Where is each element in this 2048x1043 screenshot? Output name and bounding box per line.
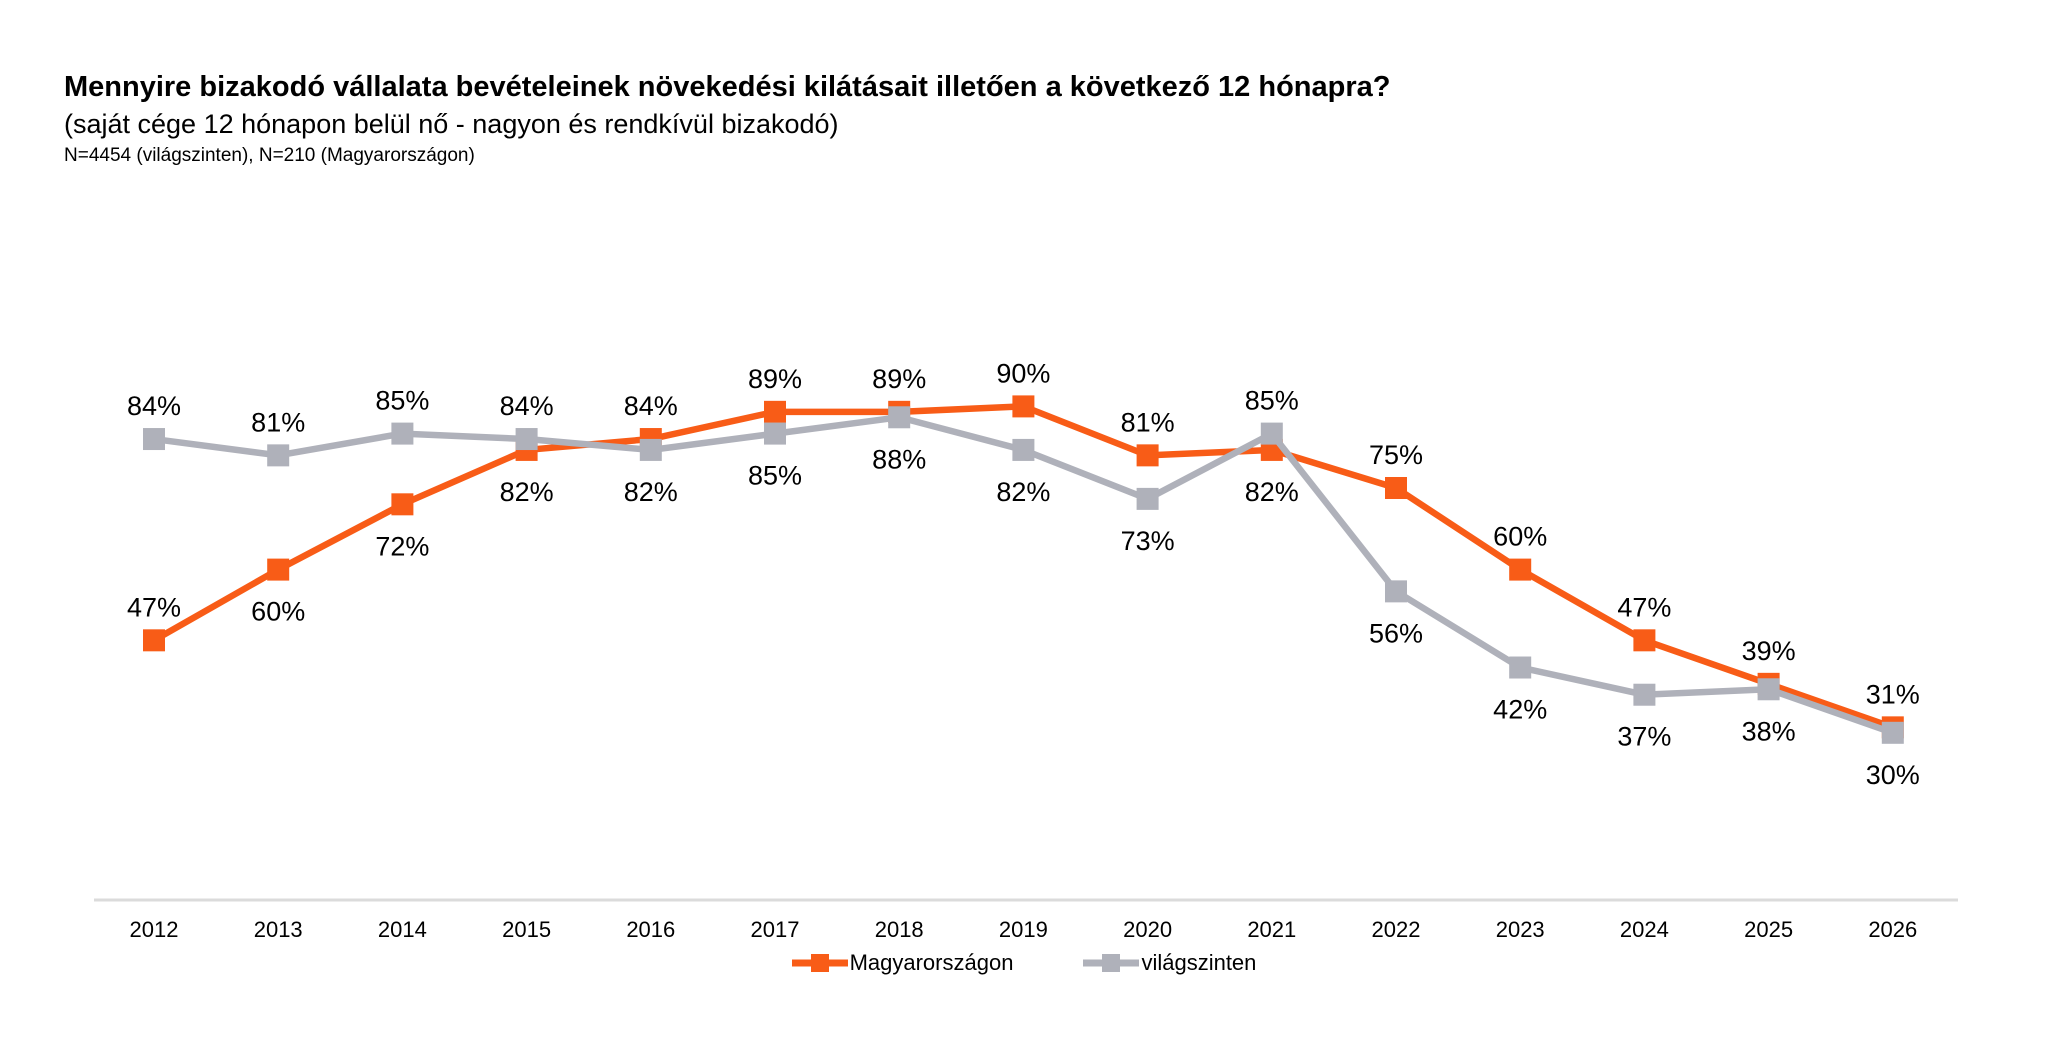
data-point-világszinten-2020: [1136, 487, 1159, 510]
data-label-világszinten-2019: 82%: [996, 477, 1050, 507]
data-point-Magyarországon-2024: [1633, 629, 1656, 652]
data-point-Magyarországon-2013: [267, 558, 290, 581]
x-axis-label-2025: 2025: [1744, 917, 1793, 942]
data-label-Magyarországon-2026: 31%: [1866, 679, 1920, 709]
data-label-világszinten-2012: 84%: [127, 391, 181, 421]
x-axis-label-2023: 2023: [1496, 917, 1545, 942]
data-point-világszinten-2019: [1012, 438, 1035, 461]
data-label-világszinten-2023: 42%: [1493, 695, 1547, 725]
data-point-világszinten-2013: [267, 444, 290, 467]
data-point-világszinten-2014: [391, 422, 414, 445]
data-label-világszinten-2013: 81%: [251, 407, 305, 437]
x-axis-label-2014: 2014: [378, 917, 427, 942]
data-point-világszinten-2012: [143, 428, 165, 451]
data-point-világszinten-2021: [1260, 422, 1283, 445]
x-axis-label-2018: 2018: [875, 917, 924, 942]
data-point-Magyarországon-2017: [764, 400, 786, 423]
x-axis-label-2015: 2015: [502, 917, 551, 942]
data-point-Magyarországon-2012: [143, 629, 165, 652]
data-point-világszinten-2024: [1633, 683, 1656, 706]
data-label-világszinten-2017: 85%: [748, 461, 802, 491]
data-point-Magyarországon-2020: [1136, 444, 1159, 467]
x-axis-label-2021: 2021: [1247, 917, 1296, 942]
data-point-világszinten-2022: [1385, 580, 1407, 603]
data-label-világszinten-2024: 37%: [1617, 722, 1671, 752]
data-label-Magyarországon-2013: 60%: [251, 597, 305, 627]
data-label-világszinten-2014: 85%: [375, 386, 429, 416]
data-label-világszinten-2016: 82%: [624, 477, 678, 507]
data-point-világszinten-2017: [764, 422, 786, 445]
data-label-világszinten-2022: 56%: [1369, 618, 1423, 648]
data-label-világszinten-2026: 30%: [1866, 760, 1920, 790]
chart-legend: Magyarországon világszinten: [0, 950, 2048, 976]
data-point-világszinten-2023: [1509, 656, 1532, 679]
data-point-Magyarországon-2019: [1012, 395, 1035, 418]
data-point-Magyarországon-2022: [1385, 477, 1407, 499]
data-label-Magyarországon-2018: 89%: [872, 364, 926, 394]
x-axis-label-2012: 2012: [130, 917, 179, 942]
data-label-Magyarországon-2025: 39%: [1742, 636, 1796, 666]
data-label-Magyarországon-2015: 82%: [500, 477, 554, 507]
legend-marker-vilagszinten-icon: [1083, 954, 1140, 972]
data-label-Magyarországon-2017: 89%: [748, 364, 802, 394]
data-label-Magyarországon-2019: 90%: [996, 358, 1050, 388]
data-point-világszinten-2025: [1757, 678, 1780, 701]
data-label-Magyarországon-2012: 47%: [127, 592, 181, 622]
chart-title: Mennyire bizakodó vállalata bevételeinek…: [64, 71, 1391, 103]
data-label-Magyarországon-2022: 75%: [1369, 440, 1423, 470]
data-label-Magyarországon-2020: 81%: [1121, 407, 1175, 437]
data-point-világszinten-2018: [888, 406, 911, 429]
data-point-világszinten-2026: [1881, 721, 1904, 744]
data-label-Magyarországon-2024: 47%: [1617, 592, 1671, 622]
data-label-világszinten-2020: 73%: [1121, 526, 1175, 556]
data-point-világszinten-2015: [515, 428, 538, 451]
x-axis-label-2013: 2013: [254, 917, 303, 942]
chart-header: Mennyire bizakodó vállalata bevételeinek…: [64, 68, 1390, 170]
data-point-Magyarországon-2023: [1509, 558, 1532, 581]
x-axis-label-2016: 2016: [626, 917, 675, 942]
x-axis-label-2017: 2017: [751, 917, 800, 942]
legend-item-vilagszinten: világszinten: [1083, 950, 1256, 976]
data-label-Magyarországon-2021: 82%: [1245, 477, 1299, 507]
legend-marker-magyarorszagon-icon: [791, 954, 848, 972]
x-axis-label-2019: 2019: [999, 917, 1048, 942]
data-point-világszinten-2016: [639, 438, 662, 461]
data-label-Magyarországon-2023: 60%: [1493, 522, 1547, 552]
data-label-világszinten-2025: 38%: [1742, 716, 1796, 746]
sample-size-note: N=4454 (világszinten), N=210 (Magyarorsz…: [64, 145, 475, 166]
series-line-világszinten: [153, 413, 1894, 736]
x-axis-label-2024: 2024: [1620, 917, 1669, 942]
data-label-Magyarországon-2014: 72%: [375, 531, 429, 561]
x-axis-label-2026: 2026: [1868, 917, 1917, 942]
data-point-Magyarországon-2014: [391, 493, 414, 516]
x-axis-label-2020: 2020: [1123, 917, 1172, 942]
legend-label-magyarorszagon: Magyarországon: [849, 950, 1014, 975]
legend-item-magyarorszagon: Magyarországon: [791, 950, 1014, 976]
chart-subtitle: (saját cége 12 hónapon belül nő - nagyon…: [64, 109, 839, 139]
legend-label-vilagszinten: világszinten: [1141, 950, 1257, 975]
data-label-Magyarországon-2016: 84%: [624, 391, 678, 421]
data-label-világszinten-2018: 88%: [872, 444, 926, 474]
data-label-világszinten-2015: 84%: [500, 391, 554, 421]
data-label-világszinten-2021: 85%: [1245, 386, 1299, 416]
x-axis-label-2022: 2022: [1372, 917, 1421, 942]
